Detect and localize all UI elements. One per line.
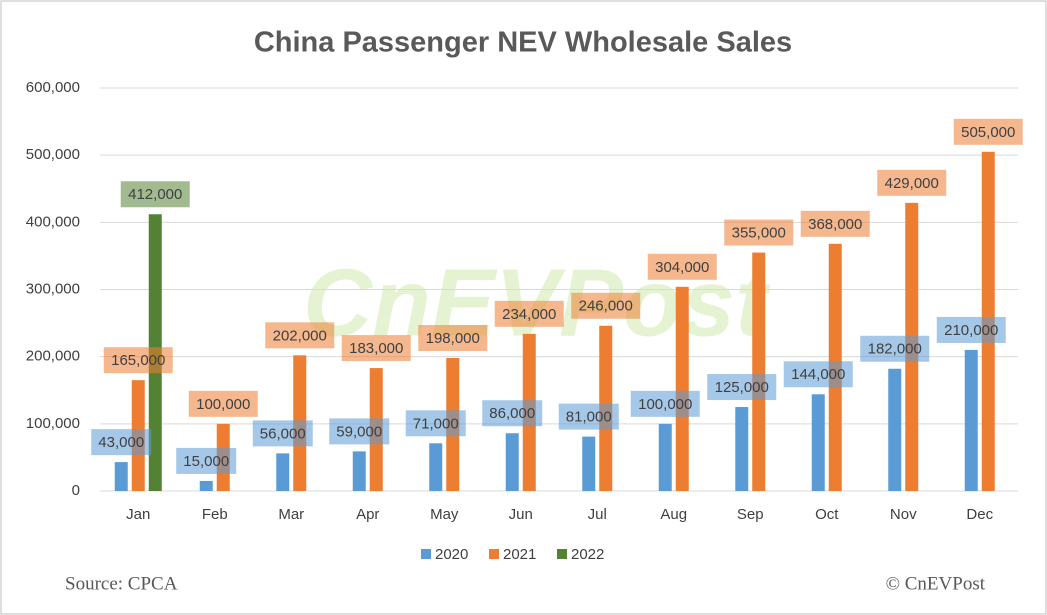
x-tick-label: Mar — [278, 506, 304, 523]
value-label-box — [341, 335, 411, 362]
value-label-box — [571, 292, 641, 319]
value-label-box — [860, 335, 930, 362]
value-label: 202,000 — [273, 327, 327, 344]
credit: © CnEVPost — [886, 573, 986, 594]
value-label-box — [877, 169, 947, 196]
bar — [811, 394, 825, 491]
value-label: 183,000 — [349, 340, 403, 357]
value-label: 144,000 — [791, 366, 845, 383]
value-label-box — [120, 181, 190, 208]
value-label: 56,000 — [260, 425, 306, 442]
x-tick-label: Nov — [890, 506, 917, 523]
legend-label: 2022 — [571, 546, 604, 563]
x-tick-label: Oct — [815, 506, 839, 523]
value-label: 71,000 — [413, 415, 459, 432]
y-tick-label: 200,000 — [26, 348, 80, 365]
value-label: 429,000 — [885, 175, 939, 192]
value-label-box — [936, 316, 1006, 343]
x-tick-label: Apr — [356, 506, 379, 523]
value-label: 355,000 — [732, 225, 786, 242]
value-label: 100,000 — [638, 396, 692, 413]
bar — [735, 407, 749, 491]
value-label-box — [418, 325, 488, 352]
legend-swatch — [557, 549, 567, 559]
y-tick-label: 300,000 — [26, 280, 80, 297]
value-label: 368,000 — [808, 216, 862, 233]
source: Source: CPCA — [65, 573, 178, 594]
value-label-box — [494, 300, 564, 327]
value-label-box — [953, 118, 1023, 145]
value-label-box — [329, 418, 390, 445]
legend-swatch — [489, 549, 499, 559]
value-label: 304,000 — [655, 259, 709, 276]
value-label-box — [405, 410, 466, 437]
value-label: 210,000 — [944, 322, 998, 339]
value-label-box — [630, 390, 700, 417]
x-tick-label: Feb — [202, 506, 228, 523]
value-label-box — [482, 400, 543, 427]
value-label: 125,000 — [715, 379, 769, 396]
bar — [752, 252, 766, 491]
value-label-box — [724, 219, 794, 246]
y-tick-label: 400,000 — [26, 213, 80, 230]
value-label-box — [783, 361, 853, 388]
y-tick-label: 0 — [72, 482, 80, 499]
value-label: 182,000 — [868, 341, 922, 358]
value-label: 246,000 — [579, 298, 633, 315]
x-tick-label: Jun — [509, 506, 533, 523]
bar — [114, 462, 128, 491]
value-label: 234,000 — [502, 306, 556, 323]
bar — [582, 436, 596, 491]
x-tick-label: Aug — [660, 506, 687, 523]
bar — [429, 443, 443, 491]
legend-label: 2021 — [503, 546, 536, 563]
x-tick-label: Dec — [966, 506, 993, 523]
legend-swatch — [421, 549, 431, 559]
x-tick-label: Jul — [588, 506, 607, 523]
bar — [352, 451, 366, 491]
value-label: 59,000 — [336, 423, 382, 440]
bar — [199, 480, 213, 491]
value-label-box — [647, 253, 717, 280]
value-label: 15,000 — [183, 453, 229, 470]
x-tick-label: May — [430, 506, 459, 523]
x-tick-label: Jan — [126, 506, 150, 523]
value-label-box — [103, 347, 173, 374]
value-label-box — [558, 403, 619, 430]
value-label: 100,000 — [196, 396, 250, 413]
value-label-box — [707, 374, 777, 401]
value-label: 198,000 — [426, 330, 480, 347]
bar — [888, 368, 902, 491]
bar — [964, 349, 978, 491]
value-label: 412,000 — [128, 186, 182, 203]
x-tick-label: Sep — [737, 506, 764, 523]
value-label-box — [265, 322, 335, 349]
value-label-box — [176, 447, 237, 474]
value-label-box — [800, 210, 870, 237]
bar — [658, 423, 672, 491]
y-tick-label: 600,000 — [26, 79, 80, 96]
y-tick-label: 100,000 — [26, 415, 80, 432]
value-label-box — [252, 420, 313, 447]
chart-title: China Passenger NEV Wholesale Sales — [254, 27, 792, 59]
legend-label: 2020 — [435, 546, 468, 563]
bar — [505, 433, 519, 491]
value-label-box — [188, 390, 258, 417]
value-label: 86,000 — [489, 405, 535, 422]
bar — [276, 453, 290, 491]
value-label: 43,000 — [98, 434, 144, 451]
value-label-box — [91, 429, 152, 456]
bar — [675, 286, 689, 491]
y-tick-label: 500,000 — [26, 146, 80, 163]
value-label: 505,000 — [961, 124, 1015, 141]
value-label: 81,000 — [566, 409, 612, 426]
value-label: 165,000 — [111, 352, 165, 369]
